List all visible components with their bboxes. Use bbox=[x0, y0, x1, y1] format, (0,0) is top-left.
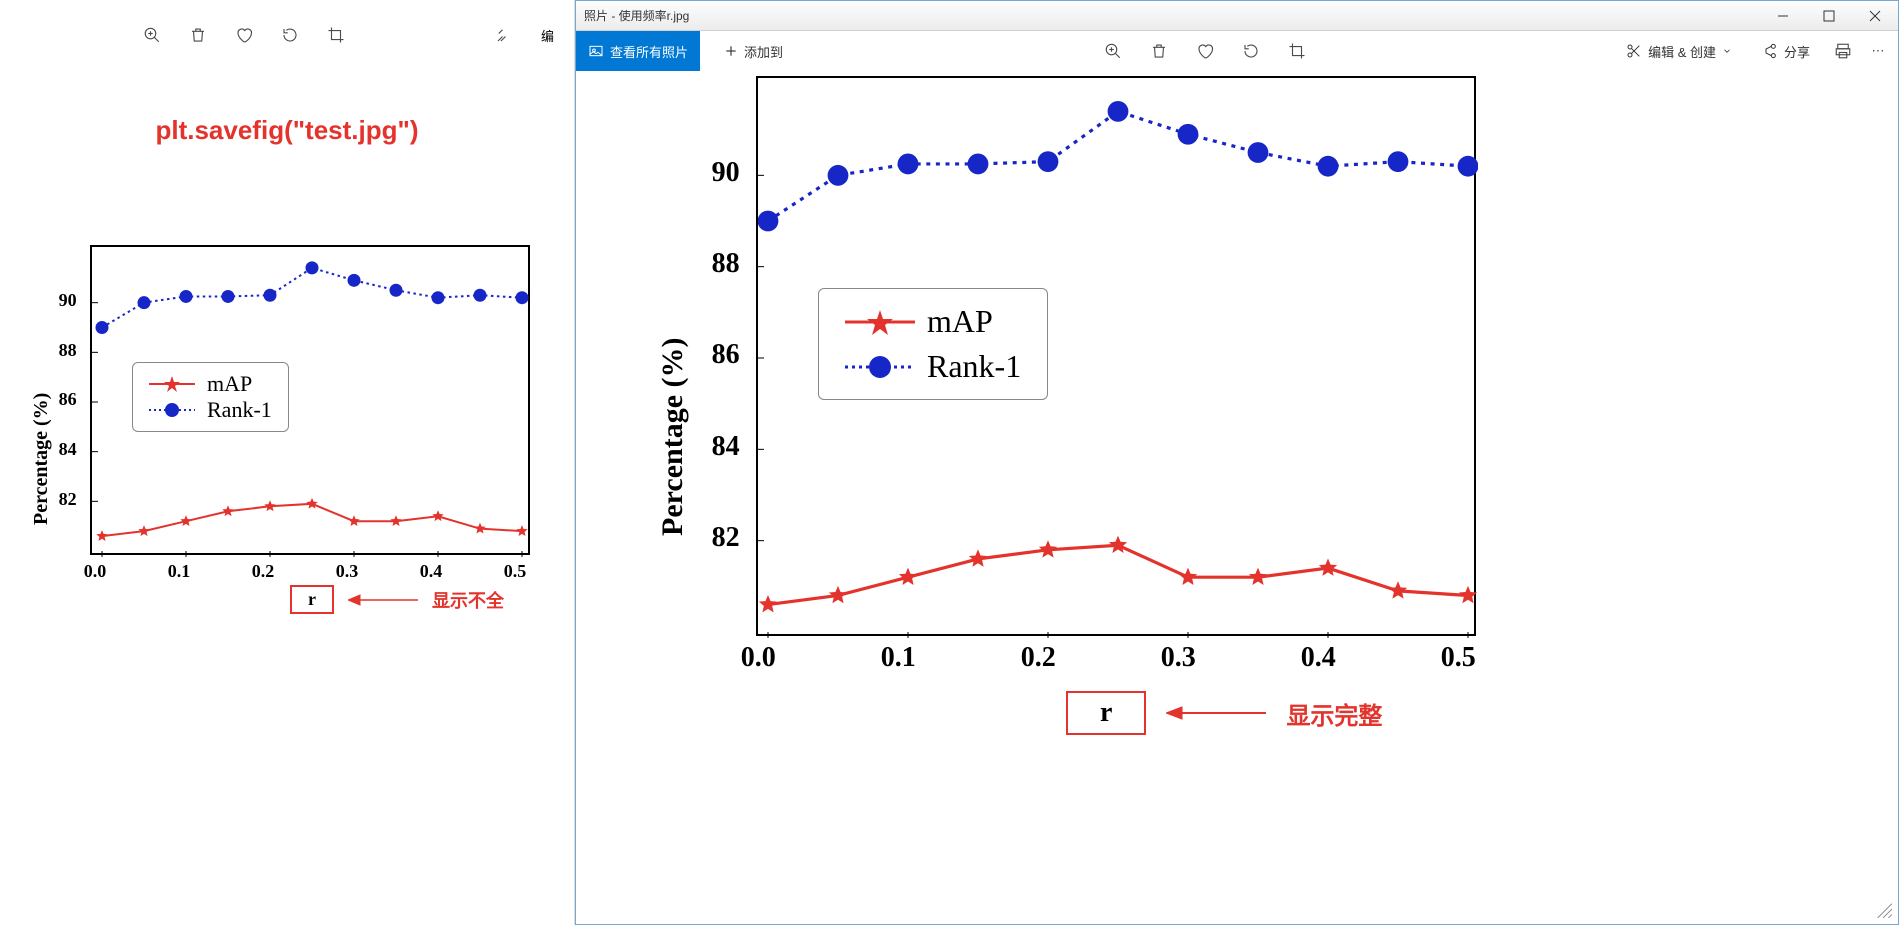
arrow-right-icon bbox=[1166, 703, 1266, 723]
window-title: 照片 - 使用频率r.jpg bbox=[584, 7, 689, 24]
zoom-in-icon[interactable] bbox=[1104, 42, 1122, 60]
right-note: 显示完整 bbox=[1286, 696, 1382, 731]
view-all-photos-label: 查看所有照片 bbox=[610, 42, 688, 61]
left-toolbar: 编 bbox=[0, 0, 574, 70]
legend-rank1-label-r: Rank-1 bbox=[927, 348, 1021, 385]
xtick-label: 0.0 bbox=[84, 561, 107, 582]
view-all-photos-button[interactable]: 查看所有照片 bbox=[576, 31, 700, 71]
right-chart: Percentage (%) mAP Rank-1 82 84 86 88 90 0.0… bbox=[656, 76, 1486, 756]
zoom-in-icon[interactable] bbox=[143, 26, 161, 44]
xtick-label: 0.5 bbox=[1441, 642, 1476, 674]
ytick-label: 90 bbox=[59, 290, 77, 311]
xtick-label: 0.2 bbox=[252, 561, 275, 582]
ytick-label: 84 bbox=[712, 431, 740, 463]
left-chart: Percentage (%) mAP Rank-1 8284868890 0. bbox=[30, 245, 570, 625]
minimize-button[interactable] bbox=[1760, 1, 1806, 31]
more-icon[interactable]: ⋯ bbox=[1870, 42, 1888, 60]
xtick-label: 0.5 bbox=[504, 561, 527, 582]
left-note: 显示不全 bbox=[432, 587, 504, 613]
edit-partial-icon[interactable] bbox=[495, 26, 513, 44]
resize-grip-icon[interactable] bbox=[1874, 900, 1892, 918]
left-plot-area: mAP Rank-1 bbox=[90, 245, 530, 555]
right-plot-area: mAP Rank-1 bbox=[756, 76, 1476, 636]
xtick-label: 0.3 bbox=[336, 561, 359, 582]
crop-icon[interactable] bbox=[327, 26, 345, 44]
heart-icon[interactable] bbox=[235, 26, 253, 44]
xtick-label: 0.1 bbox=[168, 561, 191, 582]
xlabel-right: r bbox=[1066, 691, 1146, 735]
ytick-label: 84 bbox=[59, 439, 77, 460]
xtick-label: 0.1 bbox=[881, 642, 916, 674]
share-button[interactable]: 分享 bbox=[1756, 42, 1816, 61]
left-caption: plt.savefig("test.jpg") bbox=[0, 115, 574, 146]
ylabel-left: Percentage (%) bbox=[30, 393, 53, 525]
xtick-label: 0.2 bbox=[1021, 642, 1056, 674]
titlebar: 照片 - 使用频率r.jpg bbox=[576, 1, 1898, 31]
rotate-icon[interactable] bbox=[1242, 42, 1260, 60]
ytick-label: 82 bbox=[59, 489, 77, 510]
rotate-icon[interactable] bbox=[281, 26, 299, 44]
legend-map-label-r: mAP bbox=[927, 303, 993, 340]
ytick-label: 88 bbox=[712, 248, 740, 280]
legend-map-label: mAP bbox=[207, 371, 252, 397]
edit-partial-label: 编 bbox=[541, 26, 554, 45]
add-to-label: 添加到 bbox=[744, 42, 783, 61]
share-label: 分享 bbox=[1784, 42, 1810, 61]
legend-rank1-label: Rank-1 bbox=[207, 397, 272, 423]
ylabel-right: Percentage (%) bbox=[656, 337, 690, 536]
xlabel-left: r bbox=[290, 585, 334, 614]
ytick-label: 90 bbox=[712, 157, 740, 189]
ytick-label: 88 bbox=[59, 340, 77, 361]
edit-create-button[interactable]: 编辑 & 创建 bbox=[1620, 42, 1738, 61]
photos-window-right: 照片 - 使用频率r.jpg 查看所有照片 添加到 bbox=[575, 0, 1899, 925]
close-button[interactable] bbox=[1852, 1, 1898, 31]
ytick-label: 86 bbox=[59, 389, 77, 410]
xtick-label: 0.4 bbox=[420, 561, 443, 582]
xtick-label: 0.3 bbox=[1161, 642, 1196, 674]
right-legend: mAP Rank-1 bbox=[818, 288, 1048, 400]
scissors-icon bbox=[1626, 43, 1642, 59]
photo-icon bbox=[588, 43, 604, 59]
ytick-label: 86 bbox=[712, 339, 740, 371]
photos-window-left: 编 plt.savefig("test.jpg") Percentage (%)… bbox=[0, 0, 575, 925]
right-cmdbar: 查看所有照片 添加到 编辑 & 创建 分享 bbox=[576, 31, 1898, 71]
xtick-label: 0.0 bbox=[741, 642, 776, 674]
heart-icon[interactable] bbox=[1196, 42, 1214, 60]
plus-icon bbox=[724, 44, 738, 58]
left-legend: mAP Rank-1 bbox=[132, 362, 289, 432]
edit-create-label: 编辑 & 创建 bbox=[1648, 42, 1716, 61]
delete-icon[interactable] bbox=[1150, 42, 1168, 60]
share-icon bbox=[1762, 43, 1778, 59]
print-icon[interactable] bbox=[1834, 42, 1852, 60]
maximize-button[interactable] bbox=[1806, 1, 1852, 31]
chevron-down-icon bbox=[1722, 46, 1732, 56]
delete-icon[interactable] bbox=[189, 26, 207, 44]
ytick-label: 82 bbox=[712, 522, 740, 554]
arrow-left-icon bbox=[348, 592, 418, 608]
xtick-label: 0.4 bbox=[1301, 642, 1336, 674]
crop-icon[interactable] bbox=[1288, 42, 1306, 60]
add-to-button[interactable]: 添加到 bbox=[718, 42, 789, 61]
